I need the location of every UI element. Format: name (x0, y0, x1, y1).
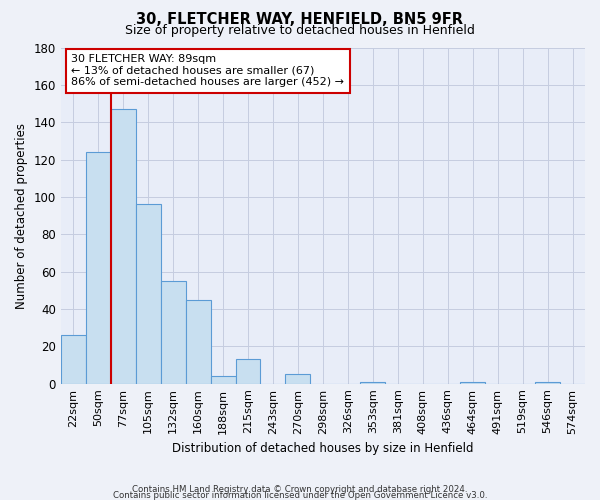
Text: 30, FLETCHER WAY, HENFIELD, BN5 9FR: 30, FLETCHER WAY, HENFIELD, BN5 9FR (137, 12, 464, 28)
Bar (460, 382, 485, 384)
Text: Size of property relative to detached houses in Henfield: Size of property relative to detached ho… (125, 24, 475, 37)
Bar (61, 335, 86, 384)
Bar (535, 382, 560, 384)
Bar (185, 300, 211, 384)
X-axis label: Distribution of detached houses by size in Henfield: Distribution of detached houses by size … (172, 442, 473, 455)
Bar (236, 360, 260, 384)
Bar (286, 374, 310, 384)
Text: Contains HM Land Registry data © Crown copyright and database right 2024.: Contains HM Land Registry data © Crown c… (132, 485, 468, 494)
Y-axis label: Number of detached properties: Number of detached properties (15, 122, 28, 308)
Bar (161, 281, 185, 384)
Text: Contains public sector information licensed under the Open Government Licence v3: Contains public sector information licen… (113, 490, 487, 500)
Bar (111, 109, 136, 384)
Bar (361, 382, 385, 384)
Text: 30 FLETCHER WAY: 89sqm
← 13% of detached houses are smaller (67)
86% of semi-det: 30 FLETCHER WAY: 89sqm ← 13% of detached… (71, 54, 344, 88)
Bar (136, 204, 161, 384)
Bar (86, 152, 111, 384)
Bar (211, 376, 236, 384)
